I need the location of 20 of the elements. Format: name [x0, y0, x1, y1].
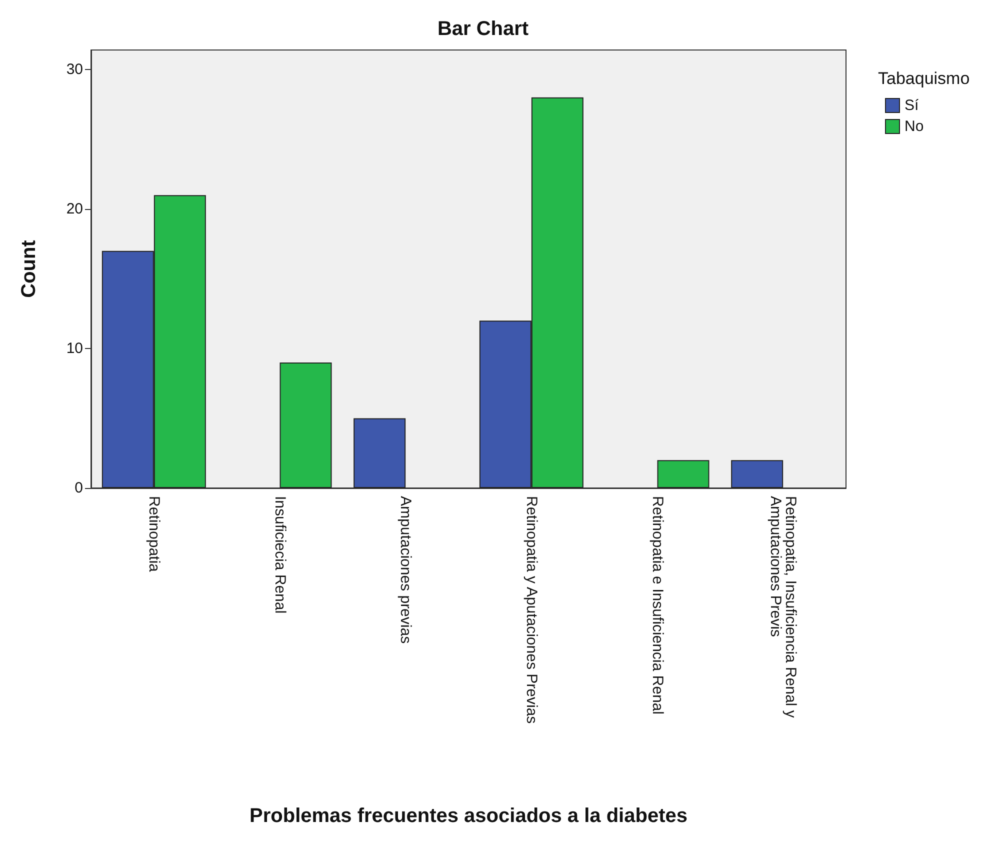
x-tick-label: Retinopatia y Aputaciones Previas — [522, 496, 540, 724]
y-axis-title: Count — [18, 240, 40, 298]
bar — [354, 418, 406, 488]
y-tick-label: 20 — [66, 200, 83, 218]
x-axis-title: Problemas frecuentes asociados a la diabetes — [250, 805, 688, 827]
y-tick-label: 30 — [66, 61, 83, 78]
x-tick-label: Retinopatia — [145, 496, 162, 573]
bar — [657, 460, 710, 488]
bar — [731, 460, 784, 488]
legend-label: No — [904, 118, 924, 135]
y-tick-label: 10 — [66, 340, 83, 358]
x-tick-label: Retinopatia, Insuficiencia Renal y Amputaciones Previs — [767, 496, 800, 722]
x-tick-label: Retinopatia e Insuficiencia Renal — [648, 496, 666, 714]
bar — [280, 362, 332, 488]
legend-label: Sí — [904, 97, 920, 114]
x-tick-label: Amputaciones previas — [397, 496, 414, 644]
x-tick-label: Insuficiecia Renal — [271, 496, 288, 614]
chart-title: Bar Chart — [437, 18, 529, 40]
legend-title: Tabaquismo — [878, 69, 970, 88]
y-tick-label: 0 — [74, 480, 83, 496]
